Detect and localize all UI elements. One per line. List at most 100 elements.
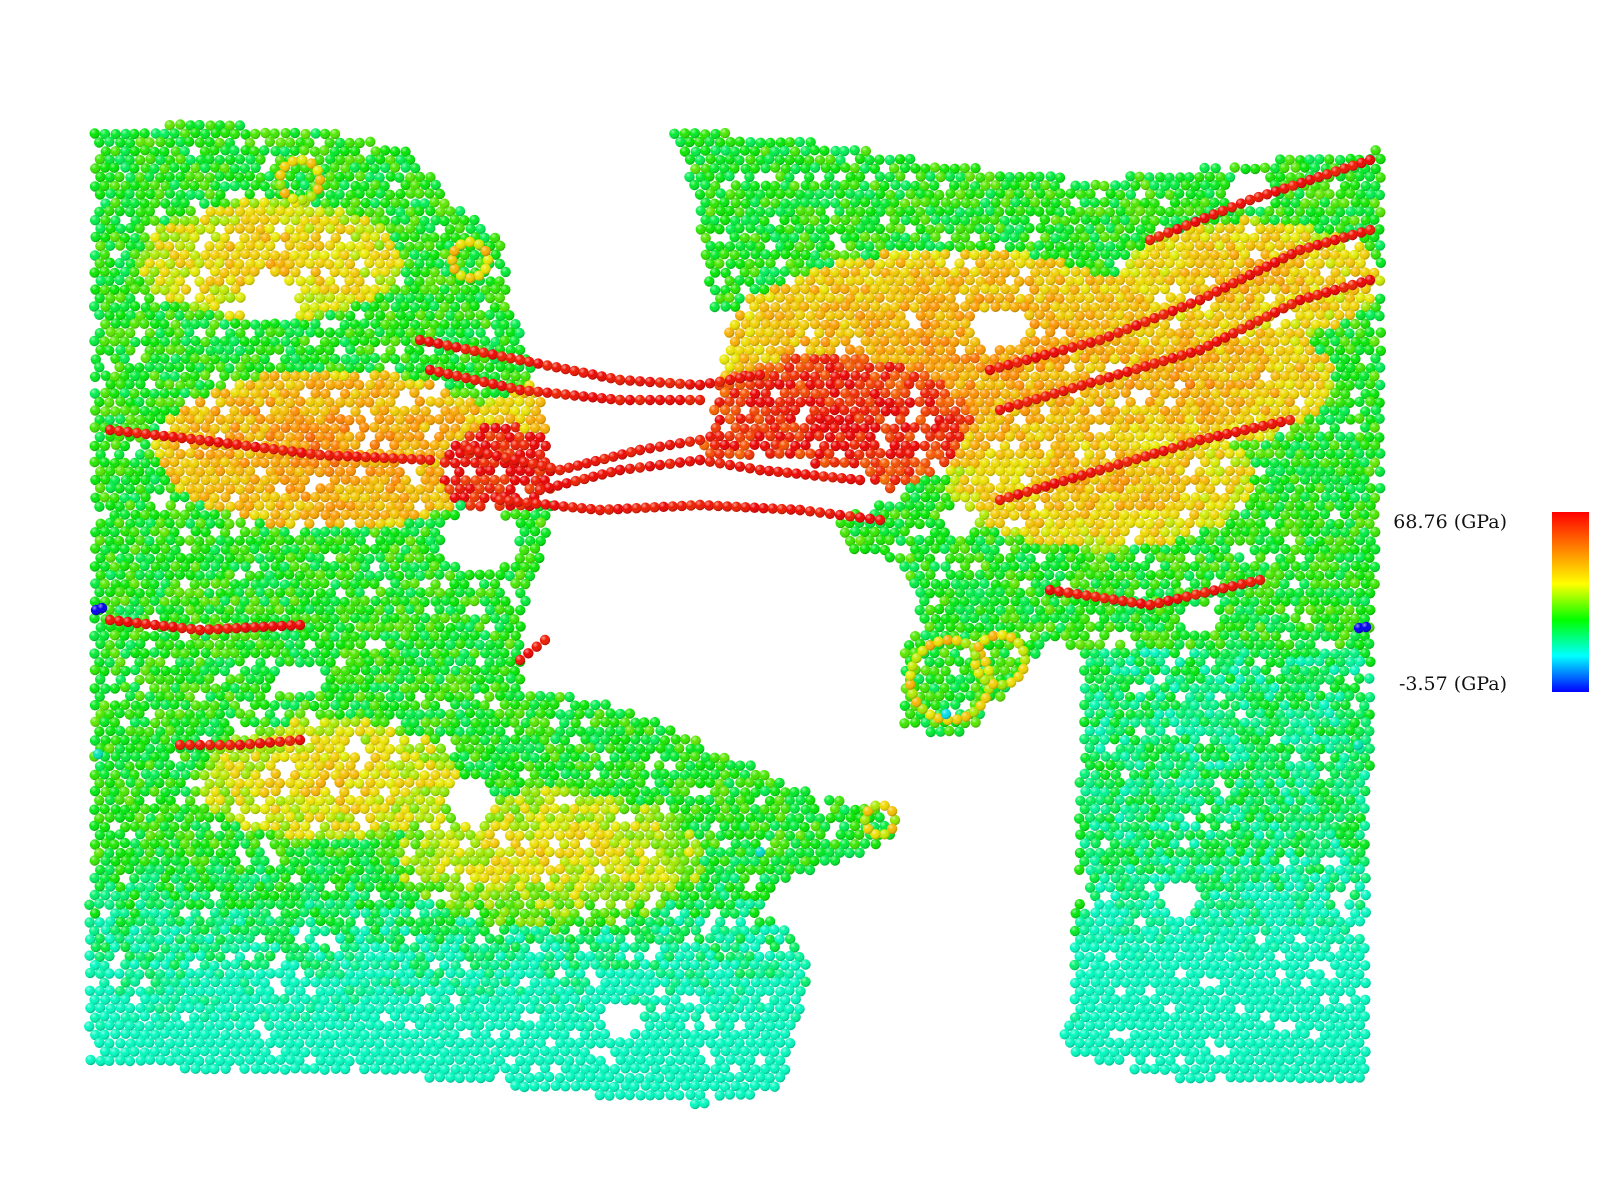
atom [696, 206, 706, 216]
atom [366, 188, 376, 198]
atom [760, 249, 770, 259]
atom [145, 275, 155, 285]
atom [1295, 206, 1305, 216]
atom [155, 137, 165, 147]
atom [350, 250, 360, 260]
atom [414, 188, 424, 198]
atom [210, 181, 220, 191]
atom [410, 163, 420, 173]
atom [765, 207, 775, 217]
atom [125, 207, 135, 217]
atom [885, 258, 895, 268]
atom [830, 215, 840, 225]
atom [260, 128, 270, 138]
atom [1046, 171, 1056, 181]
atom [845, 241, 855, 251]
atom [1145, 189, 1155, 199]
atom [285, 171, 295, 181]
atom [114, 172, 124, 182]
atom [375, 223, 385, 233]
atom [215, 206, 225, 216]
atom [1034, 172, 1044, 182]
atom [871, 266, 881, 276]
atom [724, 171, 734, 181]
atom [1001, 180, 1011, 190]
atom [325, 224, 335, 234]
atom [314, 223, 324, 233]
atom [855, 241, 865, 251]
atom [225, 155, 235, 165]
atom [235, 154, 245, 164]
atom [705, 223, 715, 233]
atom [1375, 172, 1385, 182]
atom [411, 267, 421, 277]
atom [1339, 198, 1349, 208]
atom [245, 171, 255, 181]
atom [166, 206, 176, 216]
atom [1184, 206, 1194, 216]
atom [290, 215, 300, 225]
atom [940, 267, 950, 277]
atom [175, 241, 185, 251]
atom [1034, 240, 1044, 250]
atom [269, 215, 279, 225]
atom [1055, 173, 1065, 183]
atom [264, 171, 274, 181]
atom [1280, 267, 1290, 277]
atom [1195, 258, 1205, 268]
atom [745, 155, 755, 165]
atom [374, 240, 384, 250]
atom [420, 267, 430, 277]
atom [989, 215, 999, 225]
atom [974, 189, 984, 199]
atom [360, 249, 370, 259]
atom [320, 129, 330, 139]
atom [1375, 154, 1385, 164]
atom [114, 258, 124, 268]
atom [1376, 258, 1386, 268]
atom [800, 266, 810, 276]
atom [1130, 181, 1140, 191]
atom [1070, 233, 1080, 243]
atom [854, 258, 864, 268]
atom [905, 241, 915, 251]
atom [740, 249, 750, 259]
atom [740, 145, 750, 155]
atom [1195, 240, 1205, 250]
atom [144, 172, 154, 182]
atom [280, 215, 290, 225]
atom [1315, 258, 1325, 268]
atom [954, 258, 964, 268]
atom [319, 145, 329, 155]
atom [1310, 162, 1320, 172]
atom [90, 232, 100, 242]
atom [401, 267, 411, 277]
atom [364, 258, 374, 268]
atom [1100, 215, 1110, 225]
atom [1126, 240, 1136, 250]
atom [835, 189, 845, 199]
atom [850, 197, 860, 207]
atom [170, 180, 180, 190]
atom [180, 232, 190, 242]
atom [166, 223, 176, 233]
atom [1230, 232, 1240, 242]
atom [295, 258, 305, 268]
atom [175, 206, 185, 216]
atom [104, 137, 114, 147]
atom [835, 258, 845, 268]
atom [819, 215, 829, 225]
atom [265, 137, 275, 147]
atom [814, 189, 824, 199]
atom [754, 258, 764, 268]
atom [745, 223, 755, 233]
atom [936, 172, 946, 182]
atom [785, 188, 795, 198]
atom [704, 136, 714, 146]
atom [210, 266, 220, 276]
atom [1324, 154, 1334, 164]
atom [150, 250, 160, 260]
atom [249, 214, 259, 224]
atom [130, 249, 140, 259]
atom [760, 197, 770, 207]
